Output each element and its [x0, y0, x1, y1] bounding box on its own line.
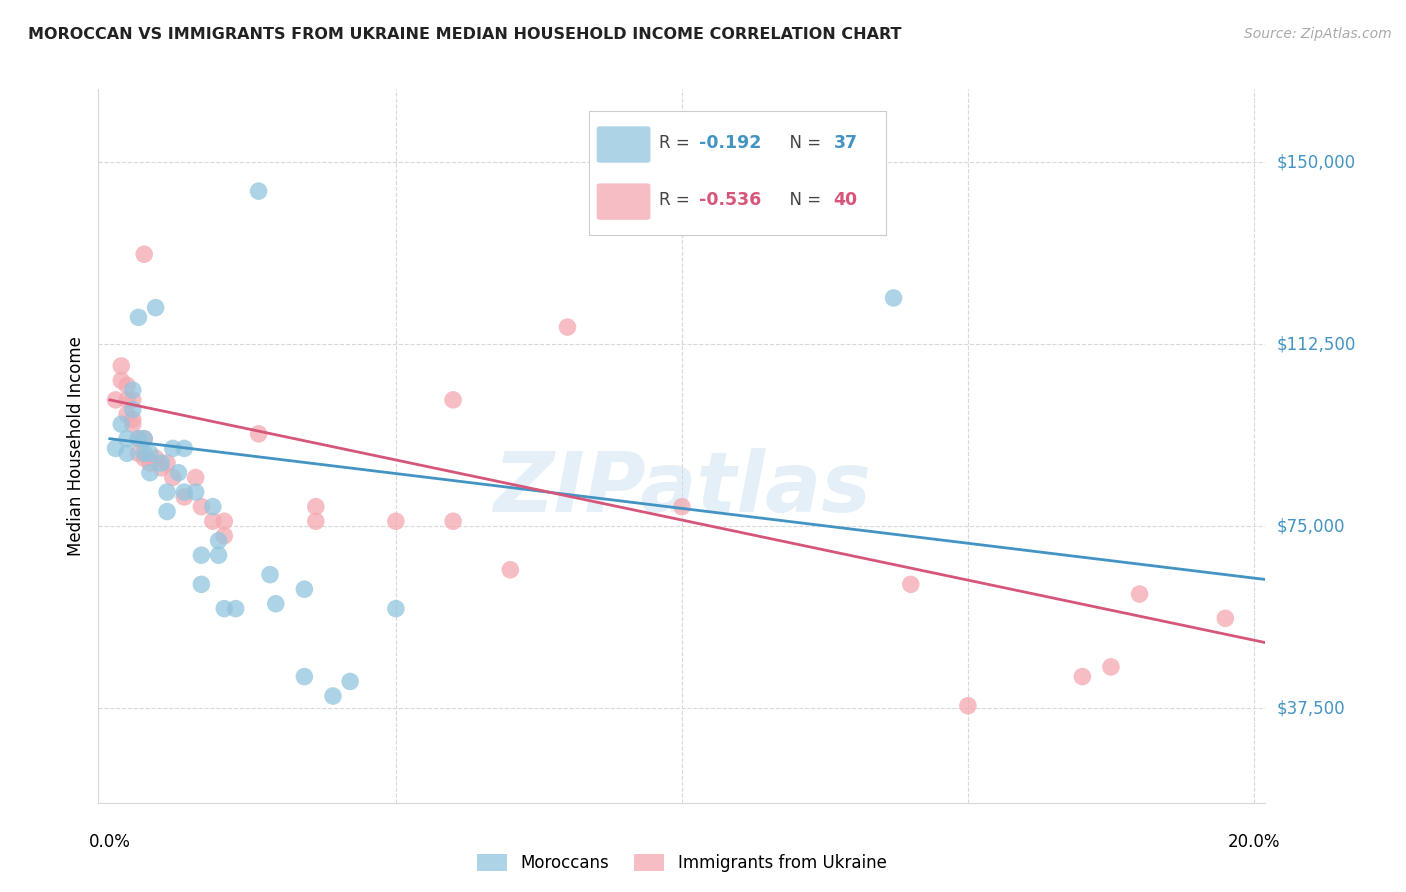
- Point: [115, 432, 138, 446]
- Point: [173, 485, 195, 500]
- Point: [139, 456, 162, 470]
- Text: 0.0%: 0.0%: [89, 833, 131, 851]
- Point: [214, 529, 236, 543]
- Point: [134, 432, 156, 446]
- Text: $37,500: $37,500: [1277, 699, 1346, 717]
- Point: [225, 601, 247, 615]
- Point: [207, 548, 229, 562]
- Point: [305, 514, 328, 528]
- Text: ZIPatlas: ZIPatlas: [494, 449, 870, 529]
- Point: [339, 674, 361, 689]
- Point: [385, 601, 408, 615]
- Point: [121, 402, 143, 417]
- Point: [104, 392, 127, 407]
- Point: [127, 446, 149, 460]
- Point: [190, 500, 212, 514]
- Point: [259, 567, 281, 582]
- Point: [190, 577, 212, 591]
- Point: [134, 247, 156, 261]
- Point: [1071, 670, 1094, 684]
- FancyBboxPatch shape: [596, 127, 651, 162]
- Point: [115, 408, 138, 422]
- Point: [499, 563, 522, 577]
- FancyBboxPatch shape: [589, 111, 886, 235]
- Point: [322, 689, 344, 703]
- Point: [121, 412, 143, 426]
- Text: Source: ZipAtlas.com: Source: ZipAtlas.com: [1244, 27, 1392, 41]
- Point: [145, 301, 167, 315]
- Point: [1215, 611, 1237, 625]
- Point: [121, 392, 143, 407]
- Point: [201, 514, 224, 528]
- Point: [115, 446, 138, 460]
- Text: 40: 40: [834, 191, 858, 209]
- Point: [121, 417, 143, 432]
- Point: [139, 446, 162, 460]
- Point: [145, 451, 167, 466]
- Point: [134, 432, 156, 446]
- Point: [115, 378, 138, 392]
- Point: [441, 392, 464, 407]
- Text: $75,000: $75,000: [1277, 517, 1346, 535]
- Point: [190, 548, 212, 562]
- Text: $112,500: $112,500: [1277, 335, 1355, 353]
- Point: [110, 374, 132, 388]
- Point: [247, 184, 270, 198]
- Point: [162, 470, 184, 484]
- Point: [900, 577, 922, 591]
- Y-axis label: Median Household Income: Median Household Income: [67, 336, 86, 556]
- Point: [127, 432, 149, 446]
- Point: [214, 601, 236, 615]
- Point: [671, 500, 693, 514]
- Text: 20.0%: 20.0%: [1227, 833, 1281, 851]
- Point: [127, 432, 149, 446]
- Point: [139, 466, 162, 480]
- Text: MOROCCAN VS IMMIGRANTS FROM UKRAINE MEDIAN HOUSEHOLD INCOME CORRELATION CHART: MOROCCAN VS IMMIGRANTS FROM UKRAINE MEDI…: [28, 27, 901, 42]
- Text: 37: 37: [834, 134, 858, 152]
- Point: [115, 392, 138, 407]
- Text: -0.536: -0.536: [699, 191, 762, 209]
- Point: [883, 291, 905, 305]
- Point: [214, 514, 236, 528]
- Point: [173, 490, 195, 504]
- Point: [1128, 587, 1150, 601]
- Point: [292, 582, 315, 597]
- Point: [264, 597, 287, 611]
- Point: [207, 533, 229, 548]
- Point: [305, 500, 328, 514]
- Point: [173, 442, 195, 456]
- Point: [956, 698, 979, 713]
- Point: [184, 470, 207, 484]
- Point: [150, 460, 173, 475]
- Point: [441, 514, 464, 528]
- Text: $150,000: $150,000: [1277, 153, 1355, 171]
- Text: N =: N =: [779, 191, 827, 209]
- Point: [156, 456, 179, 470]
- Point: [162, 442, 184, 456]
- Point: [127, 310, 149, 325]
- Point: [292, 670, 315, 684]
- Point: [247, 426, 270, 441]
- Point: [150, 456, 173, 470]
- Text: R =: R =: [658, 134, 695, 152]
- Point: [110, 359, 132, 373]
- Point: [104, 442, 127, 456]
- Point: [156, 504, 179, 518]
- Point: [385, 514, 408, 528]
- FancyBboxPatch shape: [596, 184, 651, 219]
- Point: [156, 485, 179, 500]
- Point: [167, 466, 190, 480]
- Text: R =: R =: [658, 191, 695, 209]
- Point: [110, 417, 132, 432]
- Point: [134, 451, 156, 466]
- Point: [201, 500, 224, 514]
- Point: [557, 320, 579, 334]
- Point: [184, 485, 207, 500]
- Point: [1099, 660, 1122, 674]
- Point: [134, 446, 156, 460]
- Legend: Moroccans, Immigrants from Ukraine: Moroccans, Immigrants from Ukraine: [470, 846, 894, 880]
- Text: -0.192: -0.192: [699, 134, 762, 152]
- Text: N =: N =: [779, 134, 827, 152]
- Point: [121, 383, 143, 397]
